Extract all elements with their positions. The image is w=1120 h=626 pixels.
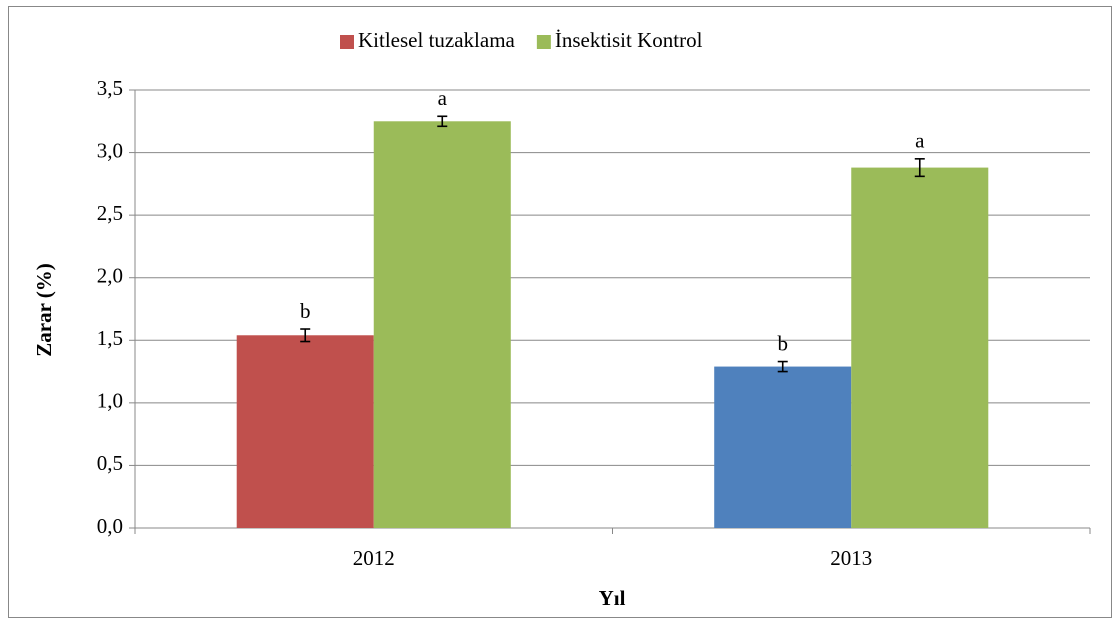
bar <box>236 335 374 528</box>
legend-swatch <box>536 35 551 49</box>
significance-letter: b <box>777 331 788 355</box>
y-tick-label: 2,5 <box>97 201 123 225</box>
bar <box>373 121 511 529</box>
significance-letter: a <box>438 86 448 110</box>
significance-letter: b <box>300 299 311 323</box>
y-tick-label: 1,5 <box>97 326 123 350</box>
y-tick-label: 3,0 <box>97 138 123 162</box>
y-tick-label: 3,5 <box>97 76 123 100</box>
x-tick-label: 2013 <box>830 546 872 570</box>
y-tick-label: 2,0 <box>97 264 123 288</box>
bar <box>714 366 852 528</box>
x-axis-label: Yıl <box>599 586 626 610</box>
bar <box>851 167 989 529</box>
y-axis-label: Zarar (%) <box>32 263 56 357</box>
legend-swatch <box>340 35 354 49</box>
legend-label: İnsektisit Kontrol <box>555 28 703 52</box>
x-tick-label: 2012 <box>353 546 395 570</box>
y-tick-label: 1,0 <box>97 389 123 413</box>
y-tick-label: 0,0 <box>97 514 123 538</box>
y-tick-label: 0,5 <box>97 451 123 475</box>
legend-label: Kitlesel tuzaklama <box>358 28 516 52</box>
significance-letter: a <box>915 129 925 153</box>
